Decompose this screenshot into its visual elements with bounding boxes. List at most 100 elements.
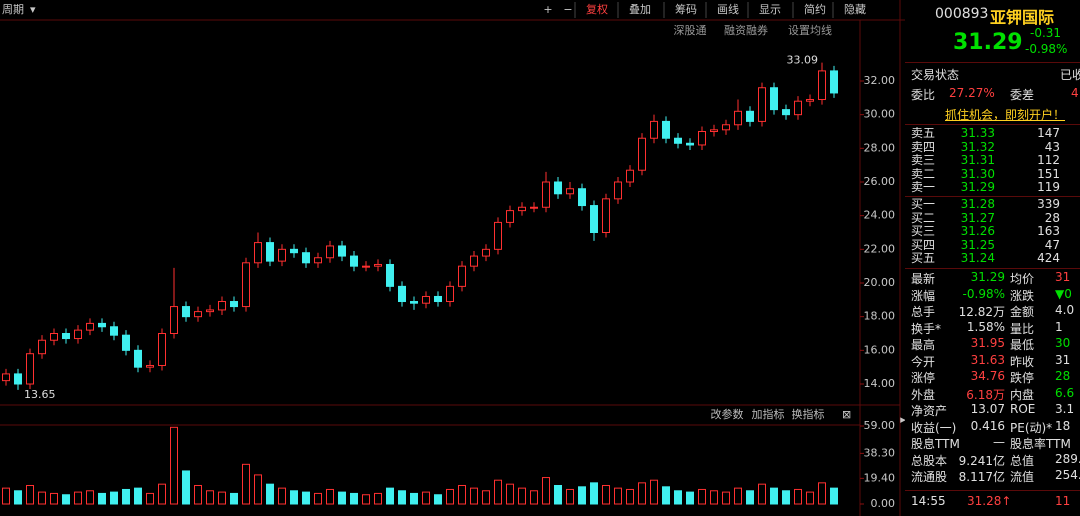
chart-tab[interactable]: 融资融券 <box>724 23 768 37</box>
zoom-out[interactable]: − <box>563 3 572 16</box>
book-volume: 112 <box>1037 153 1060 167</box>
stat-label: 外盘 <box>911 387 936 402</box>
volume-bar <box>410 492 418 505</box>
stat-label: 量比 <box>1010 321 1035 336</box>
volume-bar <box>98 492 106 505</box>
candle-body <box>578 188 586 207</box>
volume-bar <box>758 483 766 505</box>
toolbar-button[interactable]: 复权 <box>586 2 608 16</box>
change: -0.31 <box>1030 26 1062 40</box>
book-volume: 151 <box>1037 166 1060 181</box>
stat-label: 金额 <box>1010 305 1035 319</box>
book-label: 买四 <box>911 237 936 252</box>
stat-value: 289. <box>1055 451 1080 466</box>
book-price: 31.31 <box>960 153 995 167</box>
stat-value: 8.117亿 <box>958 470 1005 484</box>
stat-label: 今开 <box>911 354 936 369</box>
volume-bar <box>722 491 730 505</box>
stock-code: 000893 <box>935 6 989 22</box>
volume-bar <box>590 482 598 505</box>
volume-bar <box>302 491 310 505</box>
toolbar-button[interactable]: 隐藏 <box>844 3 866 16</box>
y-tick-label: 20.00 <box>864 276 896 289</box>
candle-body <box>134 349 142 368</box>
divider <box>905 196 1080 197</box>
candle-body <box>542 181 550 208</box>
dropdown-icon[interactable]: ▾ <box>30 3 36 16</box>
stat-value: 6.18万 <box>966 387 1005 402</box>
candle-body <box>254 242 262 264</box>
book-volume: 119 <box>1037 180 1060 194</box>
book-volume: 147 <box>1037 126 1060 140</box>
stat-value: 254. <box>1055 468 1080 482</box>
tick-price: 31.28↑ <box>967 494 1012 508</box>
toolbar-button[interactable]: 画线 <box>717 2 739 16</box>
candle-body <box>374 263 382 267</box>
volume-bar <box>734 487 742 505</box>
close-indicator[interactable]: ⊠ <box>842 408 851 421</box>
indicator-tool[interactable]: 加指标 <box>752 407 785 421</box>
volume-bar <box>182 470 190 505</box>
book-label: 卖五 <box>911 126 936 140</box>
book-price: 31.29 <box>960 180 995 194</box>
chart-tab[interactable]: 深股通 <box>674 24 707 37</box>
candle-body <box>506 210 514 223</box>
candle-body <box>626 169 634 183</box>
volume-bar <box>62 494 70 505</box>
candle-body <box>194 311 202 318</box>
chart-tab[interactable]: 设置均线 <box>788 23 832 37</box>
stat-label: PE(动)* <box>1010 420 1053 435</box>
volume-bar <box>278 487 286 505</box>
candle-body <box>230 301 238 308</box>
volume-bar <box>662 486 670 505</box>
candle-body <box>638 137 646 171</box>
collapse-arrow[interactable]: ▸ <box>900 413 905 426</box>
volume-bar <box>158 483 166 505</box>
y-tick-label: 22.00 <box>864 242 896 255</box>
book-price: 31.25 <box>960 237 995 252</box>
toolbar-button[interactable]: 叠加 <box>629 3 651 16</box>
y-tick-label: 14.00 <box>864 377 896 390</box>
indicator-tool[interactable]: 换指标 <box>792 407 825 421</box>
y-tick-label: 18.00 <box>864 310 896 323</box>
candle-body <box>218 301 226 311</box>
book-volume: 47 <box>1044 237 1060 252</box>
y-tick-label: 16.00 <box>864 343 896 356</box>
book-label: 买二 <box>911 210 936 225</box>
quote-panel: 000893 亚钾国际 31.29 -0.31 -0.98% 交易状态 已收 委比 27.27%… <box>905 0 1080 516</box>
volume-bar <box>494 479 502 505</box>
volume-bar <box>398 490 406 505</box>
candle-body <box>182 306 190 318</box>
indicator-tool[interactable]: 改参数 <box>711 407 744 421</box>
candle-body <box>554 181 562 195</box>
candle-body <box>98 322 106 328</box>
candle-body <box>26 353 34 385</box>
stat-label: 总值 <box>1010 453 1035 468</box>
stat-label: 最新 <box>911 272 936 286</box>
period-select[interactable]: 周期 <box>2 3 24 16</box>
ad-banner[interactable]: 抓住机会，即刻开户！ <box>945 108 1066 122</box>
candle-body <box>110 326 118 336</box>
volume-bar <box>266 483 274 505</box>
y-tick-label: 24.00 <box>864 209 896 222</box>
volume-bar <box>194 484 202 505</box>
toolbar-button[interactable]: 筹码 <box>675 2 697 16</box>
toolbar-button[interactable]: 显示 <box>759 3 781 16</box>
candle-body <box>74 329 82 340</box>
stat-value: 4.0 <box>1055 303 1075 317</box>
volume-bar <box>698 488 706 505</box>
high-label: 33.09 <box>787 54 819 67</box>
volume-bar <box>482 490 490 505</box>
volume-bar <box>578 486 586 505</box>
volume-bar <box>26 484 34 505</box>
candle-body <box>50 333 58 341</box>
volume-bar <box>710 490 718 505</box>
zoom-in[interactable]: + <box>543 3 552 16</box>
volume-bar <box>50 492 58 505</box>
volume-bar <box>506 483 514 505</box>
book-label: 卖三 <box>911 153 936 167</box>
candle-body <box>278 248 286 262</box>
toolbar-button[interactable]: 简约 <box>804 2 826 16</box>
candle-body <box>470 255 478 267</box>
